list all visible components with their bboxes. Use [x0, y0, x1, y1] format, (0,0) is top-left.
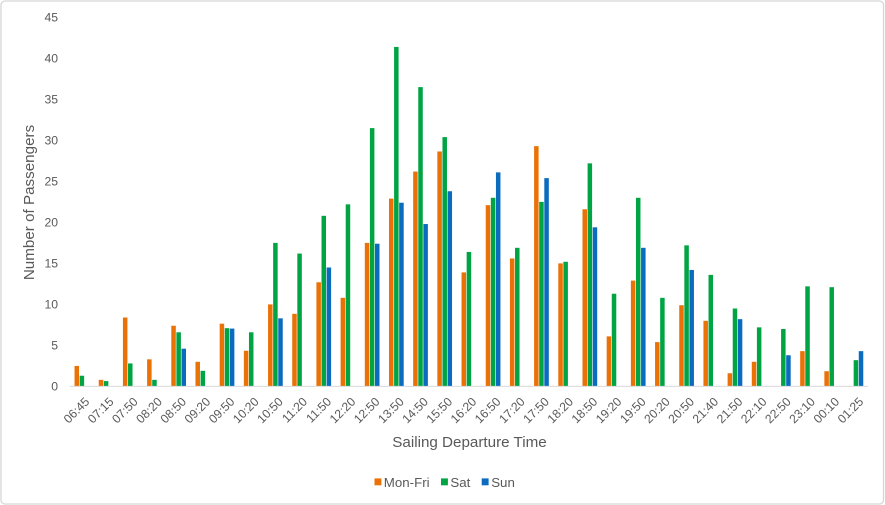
svg-text:45: 45 — [44, 11, 58, 25]
svg-text:20: 20 — [44, 216, 58, 230]
svg-text:5: 5 — [51, 339, 58, 353]
svg-text:25: 25 — [44, 175, 58, 189]
svg-text:30: 30 — [44, 134, 58, 148]
svg-text:Number of Passengers: Number of Passengers — [21, 124, 38, 280]
svg-text:Mon-Fri: Mon-Fri — [384, 475, 430, 490]
svg-text:15: 15 — [44, 257, 58, 271]
svg-text:10: 10 — [44, 298, 58, 312]
svg-text:0: 0 — [51, 380, 58, 394]
svg-text:Sailing Departure Time: Sailing Departure Time — [392, 434, 546, 451]
svg-text:35: 35 — [44, 93, 58, 107]
svg-text:40: 40 — [44, 52, 58, 66]
svg-text:Sat: Sat — [450, 475, 470, 490]
svg-text:Sun: Sun — [491, 475, 515, 490]
